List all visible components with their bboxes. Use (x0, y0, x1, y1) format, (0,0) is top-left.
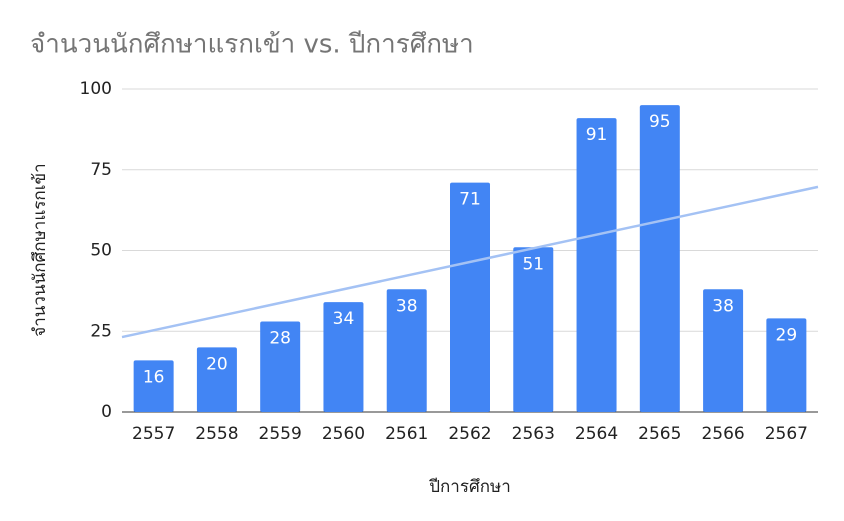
bar (450, 182, 490, 412)
y-axis-label: จำนวนนักศึกษาแรกเข้า (30, 163, 50, 336)
y-tick-label: 75 (90, 160, 112, 180)
bar (703, 289, 744, 412)
data-label: 71 (459, 190, 481, 210)
data-label: 29 (776, 325, 798, 345)
bar (513, 247, 554, 412)
data-label: 95 (649, 112, 671, 132)
data-label: 28 (269, 329, 291, 349)
y-tick-label: 50 (90, 241, 112, 261)
bar (386, 289, 427, 412)
bar (766, 318, 807, 412)
x-tick-label: 2560 (322, 424, 365, 444)
data-label: 51 (522, 254, 544, 274)
bar (133, 360, 174, 412)
x-tick-label: 2563 (512, 424, 555, 444)
x-tick-label: 2564 (575, 424, 618, 444)
bar (323, 302, 364, 412)
data-label: 16 (143, 367, 165, 387)
bar (639, 105, 680, 413)
data-label: 20 (206, 354, 228, 374)
bar (196, 347, 237, 412)
data-label: 38 (396, 296, 418, 316)
x-tick-label: 2561 (385, 424, 428, 444)
trendline (121, 185, 819, 339)
x-tick-label: 2559 (259, 424, 302, 444)
x-tick-label: 2567 (765, 424, 808, 444)
x-axis-label: ปีการศึกษา (428, 477, 510, 497)
data-label: 91 (586, 125, 608, 145)
y-tick-label: 25 (90, 321, 112, 341)
x-tick-label: 2566 (701, 424, 744, 444)
data-label: 34 (333, 309, 355, 329)
chart-title: จำนวนนักศึกษาแรกเข้า vs. ปีการศึกษา (30, 30, 474, 60)
x-tick-label: 2562 (448, 424, 491, 444)
y-tick-label: 0 (101, 402, 112, 422)
bar (576, 118, 617, 412)
bar (260, 321, 301, 412)
data-label: 38 (712, 296, 734, 316)
x-tick-label: 2557 (132, 424, 175, 444)
x-tick-label: 2558 (195, 424, 238, 444)
y-tick-label: 100 (80, 79, 112, 99)
x-tick-label: 2565 (638, 424, 681, 444)
